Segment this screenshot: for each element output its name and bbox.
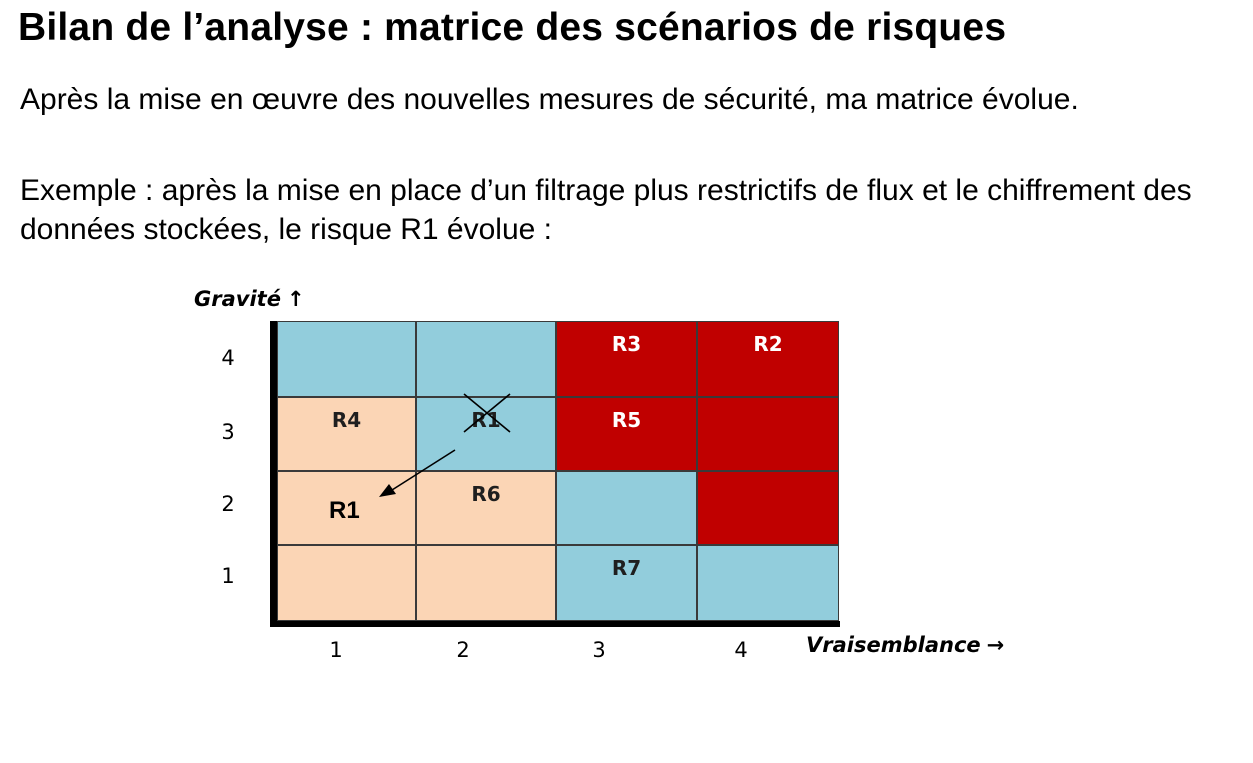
- moved-risk-label: R1: [329, 497, 360, 524]
- matrix-cell: [277, 545, 416, 621]
- y-axis-label: Gravité: [194, 287, 281, 311]
- matrix-cell: [277, 321, 416, 397]
- matrix-cell: R2: [697, 321, 839, 397]
- example-paragraph: Exemple : après la mise en place d’un fi…: [20, 174, 1192, 246]
- matrix-cell: R5: [556, 397, 697, 471]
- matrix-cell: [697, 471, 839, 545]
- x-axis-label: Vraisemblance: [806, 633, 981, 657]
- move-arrow-icon: [379, 449, 456, 497]
- x-tick-1: 1: [329, 638, 343, 662]
- y-tick-2: 2: [221, 492, 235, 516]
- arrow-right-icon: →: [986, 633, 1005, 657]
- y-tick-1: 1: [221, 564, 235, 588]
- matrix-cell: R4: [277, 397, 416, 471]
- risk-label: R4: [331, 408, 362, 432]
- matrix-grid: R3 R2 R4 R1 R5 R6 R7: [277, 321, 839, 621]
- cross-out-icon: [463, 393, 511, 433]
- y-axis-line: [270, 321, 277, 627]
- matrix-cell: R1: [416, 397, 556, 471]
- risk-label: R2: [753, 332, 783, 356]
- risk-label: R5: [611, 408, 642, 432]
- matrix-cell: R7: [556, 545, 697, 621]
- risk-label: R3: [611, 332, 642, 356]
- y-tick-3: 3: [221, 420, 235, 444]
- risk-label: R7: [611, 556, 642, 580]
- matrix-cell: [697, 397, 839, 471]
- matrix-cell: [697, 545, 839, 621]
- matrix-cell: R6: [416, 471, 556, 545]
- matrix-cell: [277, 471, 416, 545]
- intro-paragraph: Après la mise en œuvre des nouvelles mes…: [20, 83, 1079, 116]
- matrix-cell: R3: [556, 321, 697, 397]
- x-tick-3: 3: [592, 638, 606, 662]
- risk-label: R6: [471, 482, 501, 506]
- x-axis-line: [270, 621, 840, 627]
- y-tick-4: 4: [221, 346, 235, 370]
- arrow-up-icon: ↑: [286, 287, 305, 311]
- x-tick-2: 2: [456, 638, 470, 662]
- x-axis-title: Vraisemblance →: [806, 633, 1004, 657]
- matrix-cell: [416, 321, 556, 397]
- x-tick-4: 4: [734, 638, 748, 662]
- matrix-cell: [556, 471, 697, 545]
- page-title: Bilan de l’analyse : matrice des scénari…: [18, 6, 1007, 49]
- matrix-cell: [416, 545, 556, 621]
- y-axis-title: Gravité ↑: [194, 287, 305, 311]
